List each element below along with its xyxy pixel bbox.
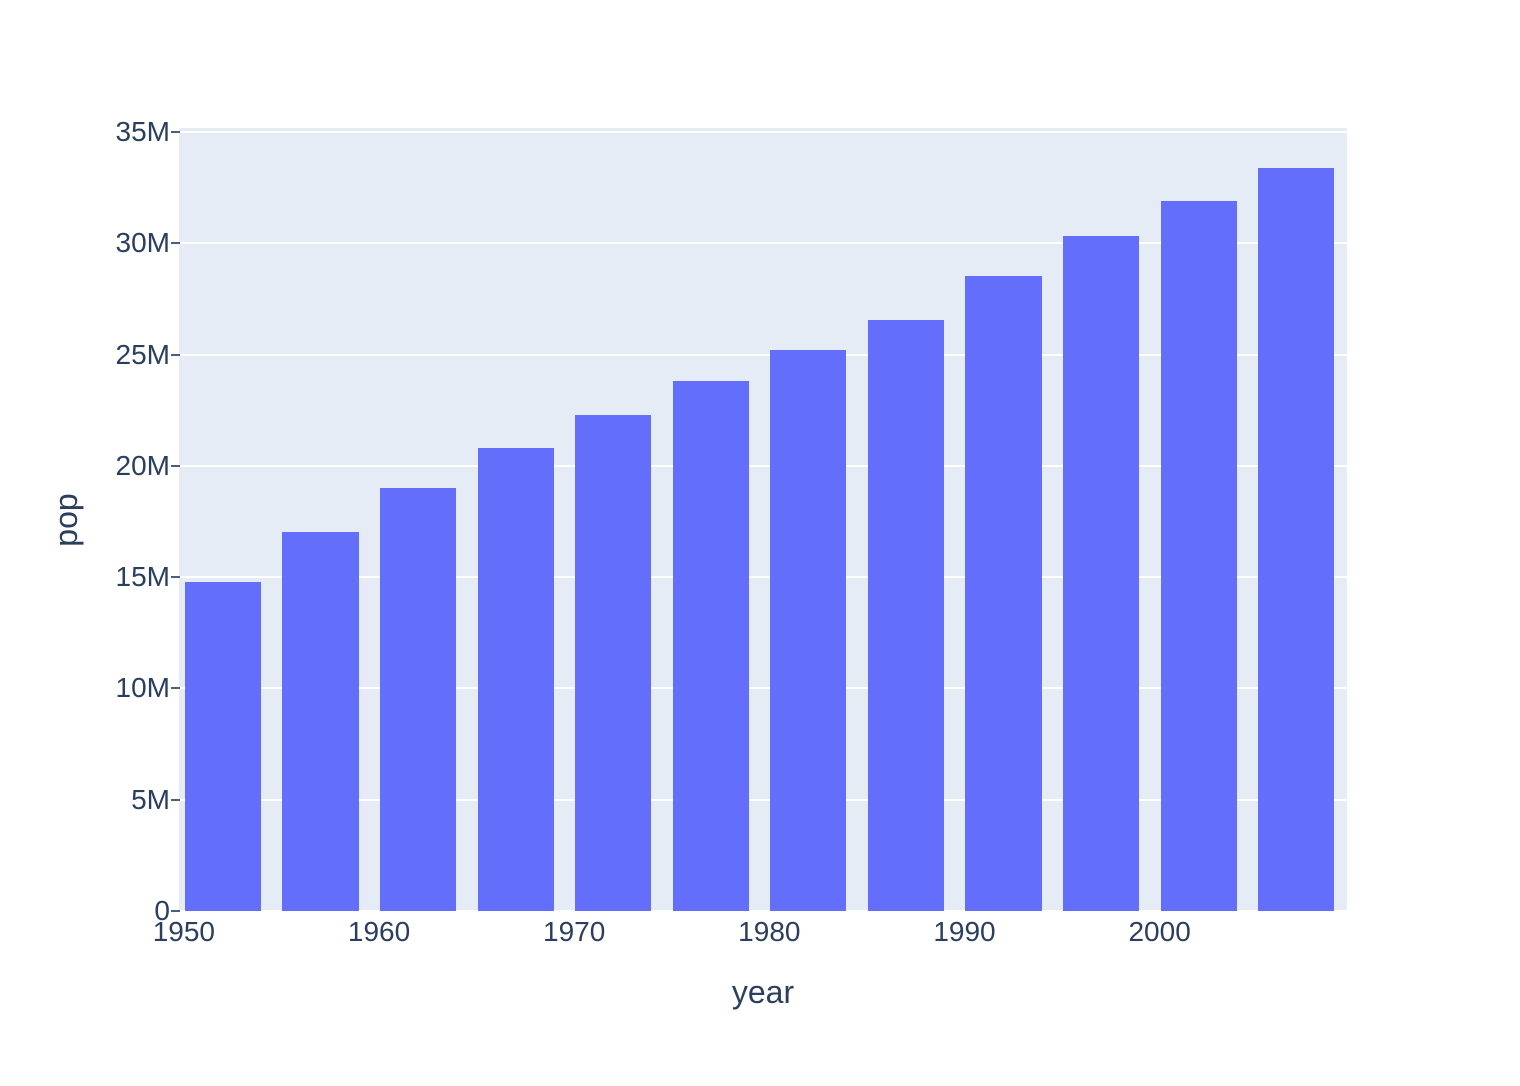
y-tick-label-10M: 10M xyxy=(115,672,170,704)
y-tick-label-15M: 15M xyxy=(115,561,170,593)
gridline-0 xyxy=(179,910,1347,912)
bar-2002[interactable] xyxy=(1160,200,1237,911)
bar-1952[interactable] xyxy=(184,581,261,911)
plot-area[interactable] xyxy=(179,128,1347,912)
gridline-35M xyxy=(179,131,1347,133)
x-tick-label-2000: 2000 xyxy=(1128,916,1191,947)
bar-2007[interactable] xyxy=(1258,167,1335,911)
y-tick-label-20M: 20M xyxy=(115,449,170,481)
y-tick-mark-10M xyxy=(171,687,180,690)
y-tick-mark-0 xyxy=(171,910,180,912)
y-tick-label-30M: 30M xyxy=(115,227,170,259)
bar-1957[interactable] xyxy=(282,532,359,911)
y-tick-mark-5M xyxy=(171,798,180,801)
y-tick-mark-35M xyxy=(171,131,180,133)
gridline-10M xyxy=(179,687,1347,690)
y-tick-mark-15M xyxy=(171,576,180,579)
y-tick-label-25M: 25M xyxy=(115,338,170,370)
bar-1997[interactable] xyxy=(1063,236,1140,911)
y-axis-title-text: pop xyxy=(48,493,84,547)
y-tick-label-35M: 35M xyxy=(115,116,170,147)
x-tick-label-1950: 1950 xyxy=(152,916,216,947)
y-tick-mark-25M xyxy=(171,353,180,356)
x-tick-label-1960: 1960 xyxy=(347,916,411,947)
gridline-30M xyxy=(179,242,1347,245)
y-tick-label-0: 0 xyxy=(154,895,170,926)
bar-1977[interactable] xyxy=(672,381,749,911)
y-tick-mark-20M xyxy=(171,464,180,467)
bar-1982[interactable] xyxy=(770,350,847,911)
bar-1992[interactable] xyxy=(965,276,1042,911)
x-tick-label-1990: 1990 xyxy=(933,916,996,947)
x-axis-title: year xyxy=(731,974,795,1010)
bar-1987[interactable] xyxy=(867,320,944,911)
y-tick-label-5M: 5M xyxy=(131,783,170,815)
x-tick-label-1970: 1970 xyxy=(543,916,606,947)
gridline-15M xyxy=(179,576,1347,579)
bar-1972[interactable] xyxy=(575,415,652,911)
bar-1962[interactable] xyxy=(380,488,457,911)
gridline-25M xyxy=(179,353,1347,356)
y-tick-mark-30M xyxy=(171,242,180,245)
gridline-5M xyxy=(179,798,1347,801)
gridline-20M xyxy=(179,464,1347,467)
x-tick-label-1980: 1980 xyxy=(738,916,801,947)
bar-1967[interactable] xyxy=(477,447,554,911)
